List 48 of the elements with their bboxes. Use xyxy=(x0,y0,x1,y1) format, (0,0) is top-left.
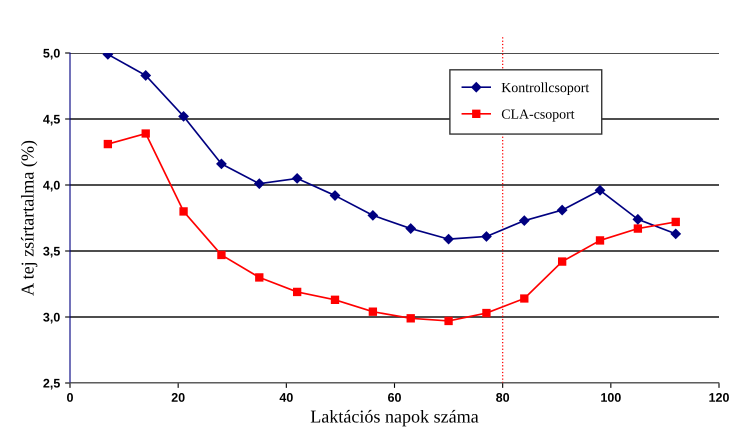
point xyxy=(368,210,378,220)
point xyxy=(557,204,568,216)
point xyxy=(519,216,530,226)
point xyxy=(632,214,643,224)
point xyxy=(330,190,340,201)
y-tick-label: 3,5 xyxy=(43,246,60,258)
point xyxy=(330,296,340,304)
x-tick-label: 40 xyxy=(280,393,293,402)
y-tick-label: 5,0 xyxy=(43,48,60,60)
x-tick-label: 120 xyxy=(709,393,729,402)
point xyxy=(254,178,264,189)
x-axis-title: Laktációs napok száma xyxy=(310,410,478,426)
point xyxy=(104,140,112,148)
point xyxy=(594,185,606,196)
x-tick-label: 80 xyxy=(496,393,510,402)
point xyxy=(482,308,491,318)
point xyxy=(292,173,302,184)
y-tick-label: 3,0 xyxy=(43,312,60,324)
point xyxy=(292,288,302,296)
x-tick-label: 100 xyxy=(601,393,621,402)
point xyxy=(670,228,681,239)
x-tick-label: 20 xyxy=(172,393,185,402)
point xyxy=(443,234,454,244)
point xyxy=(444,316,453,326)
point xyxy=(406,223,416,234)
y-tick-label: 4,5 xyxy=(43,114,60,126)
point xyxy=(596,236,604,245)
point xyxy=(634,224,642,233)
point xyxy=(179,207,188,216)
point xyxy=(140,70,151,81)
point xyxy=(368,308,378,316)
point xyxy=(255,273,264,282)
point xyxy=(142,129,150,138)
legend-label: CLA-csoport xyxy=(502,109,574,122)
point xyxy=(481,231,492,242)
point xyxy=(216,158,227,169)
point xyxy=(406,314,415,322)
x-tick-label: 60 xyxy=(388,393,401,402)
point xyxy=(520,294,528,303)
y-tick-label: 2,5 xyxy=(43,378,60,390)
point xyxy=(558,257,566,266)
point xyxy=(178,111,189,122)
y-axis-title: A tej zsírtartalma (%) xyxy=(20,140,38,296)
point xyxy=(217,250,226,260)
x-tick-label: 0 xyxy=(67,393,73,402)
point xyxy=(672,218,680,226)
y-tick-label: 4,0 xyxy=(43,180,60,192)
legend-label: Kontrollcsoport xyxy=(502,82,590,96)
